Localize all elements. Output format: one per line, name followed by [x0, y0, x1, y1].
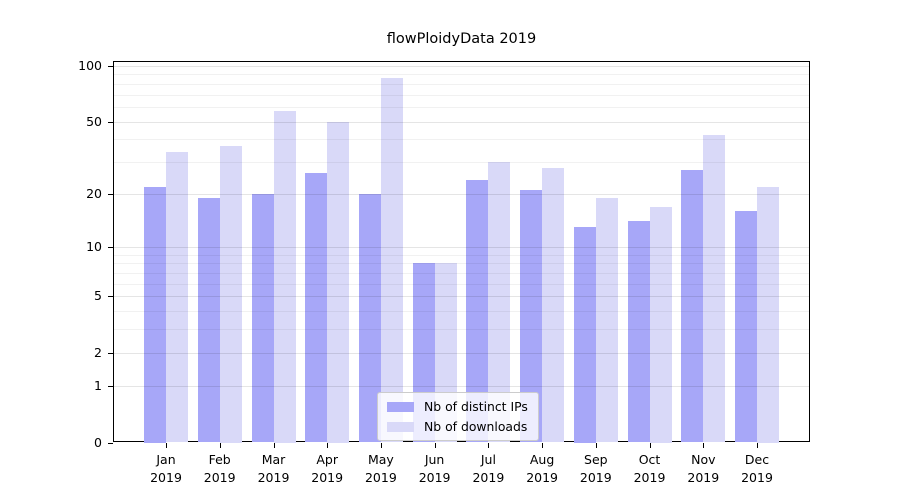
bar-downloads	[757, 186, 779, 443]
bar-downloads	[488, 162, 511, 443]
bar-downloads	[703, 135, 726, 443]
legend-swatch-downloads	[387, 421, 414, 432]
minor-gridline	[113, 283, 810, 285]
bar-downloads	[166, 152, 188, 443]
x-tick-mark	[488, 442, 490, 448]
x-tick-mark	[166, 442, 167, 448]
minor-gridline	[113, 263, 810, 265]
x-tick-mark	[273, 442, 275, 448]
bar-distinct-ips	[305, 173, 328, 443]
legend-label-downloads: Nb of downloads	[424, 419, 528, 434]
legend-swatch-distinct-ips	[387, 401, 414, 412]
y-tick-label: 100	[78, 57, 102, 73]
x-tick-label: Oct 2019	[633, 451, 666, 486]
bar-distinct-ips	[735, 211, 757, 443]
y-tick-mark	[108, 65, 113, 67]
y-tick-label: 5	[94, 288, 102, 304]
x-tick-label: Aug 2019	[526, 451, 558, 486]
x-tick-label: May 2019	[364, 451, 397, 486]
bar-downloads	[219, 145, 242, 443]
major-gridline	[113, 296, 810, 298]
y-tick-label: 0	[94, 434, 102, 450]
bar-downloads	[273, 111, 296, 443]
x-tick-mark	[757, 442, 758, 448]
x-tick-mark	[649, 442, 651, 448]
bar-distinct-ips	[573, 227, 596, 443]
x-tick-mark	[542, 442, 544, 448]
minor-gridline	[113, 311, 810, 313]
x-tick-mark	[219, 442, 221, 448]
bar-distinct-ips	[358, 193, 381, 443]
x-tick-mark	[327, 442, 329, 448]
x-tick-label: Nov 2019	[687, 451, 720, 486]
minor-gridline	[113, 254, 810, 256]
x-tick-label: Apr 2019	[311, 451, 344, 486]
y-tick-mark	[108, 442, 113, 444]
bar-distinct-ips	[197, 197, 220, 443]
x-tick-mark	[434, 442, 436, 448]
y-tick-label: 20	[86, 185, 102, 201]
major-gridline	[113, 385, 810, 387]
minor-gridline	[113, 139, 810, 141]
minor-gridline	[113, 162, 810, 164]
bar-distinct-ips	[681, 170, 704, 443]
chart-title: flowPloidyData 2019	[386, 31, 537, 47]
legend: Nb of distinct IPs Nb of downloads	[377, 392, 539, 441]
bar-downloads	[649, 206, 672, 443]
bar-distinct-ips	[144, 186, 166, 443]
x-tick-mark	[380, 442, 382, 448]
x-tick-label: Sep 2019	[579, 451, 612, 486]
bar-distinct-ips	[466, 179, 489, 443]
x-tick-label: Dec 2019	[741, 451, 773, 486]
y-tick-label: 2	[94, 344, 102, 360]
legend-item-downloads: Nb of downloads	[387, 419, 528, 434]
bar-distinct-ips	[251, 193, 274, 443]
x-tick-mark	[703, 442, 705, 448]
y-tick-mark	[108, 352, 113, 354]
major-gridline	[113, 246, 810, 248]
bar-downloads	[380, 77, 403, 443]
bar-downloads	[595, 197, 618, 443]
y-tick-mark	[108, 296, 113, 298]
y-tick-label: 10	[86, 238, 102, 254]
y-tick-mark	[108, 246, 113, 248]
minor-gridline	[113, 94, 810, 96]
y-tick-mark	[108, 121, 113, 123]
bar-downloads	[327, 121, 350, 443]
minor-gridline	[113, 329, 810, 331]
x-tick-label: Mar 2019	[257, 451, 290, 486]
x-tick-label: Jul 2019	[472, 451, 505, 486]
x-tick-label: Feb 2019	[203, 451, 236, 486]
minor-gridline	[113, 74, 810, 76]
legend-item-distinct-ips: Nb of distinct IPs	[387, 399, 528, 414]
bar-downloads	[542, 167, 565, 443]
major-gridline	[113, 352, 810, 354]
x-tick-label: Jan 2019	[150, 451, 182, 486]
minor-gridline	[113, 106, 810, 108]
y-tick-mark	[108, 193, 113, 195]
major-gridline	[113, 65, 810, 67]
x-tick-mark	[595, 442, 597, 448]
y-tick-mark	[108, 385, 113, 387]
minor-gridline	[113, 83, 810, 85]
major-gridline	[113, 193, 810, 195]
legend-label-distinct-ips: Nb of distinct IPs	[424, 399, 528, 414]
y-tick-label: 50	[86, 113, 102, 129]
major-gridline	[113, 121, 810, 123]
y-tick-label: 1	[94, 377, 102, 393]
x-tick-label: Jun 2019	[418, 451, 451, 486]
minor-gridline	[113, 272, 810, 274]
bar-distinct-ips	[627, 221, 650, 443]
bar-distinct-ips	[520, 190, 543, 443]
